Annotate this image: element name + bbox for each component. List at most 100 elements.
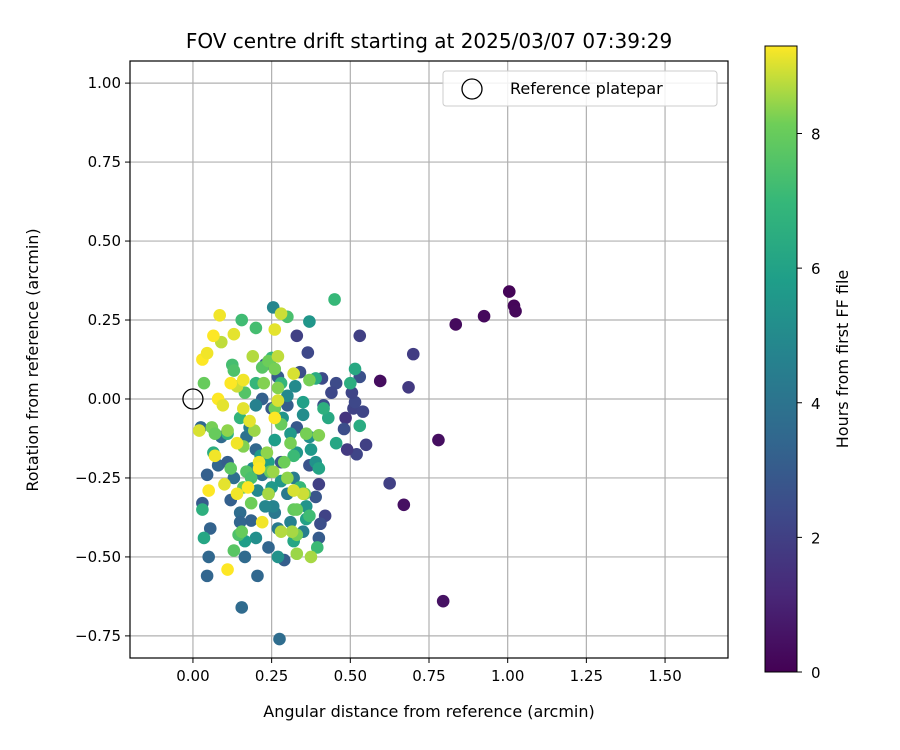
colorbar-tick-label: 8 bbox=[811, 126, 821, 144]
x-axis-label: Angular distance from reference (arcmin) bbox=[263, 702, 594, 721]
data-point bbox=[281, 471, 294, 485]
data-point bbox=[227, 364, 241, 377]
data-point bbox=[237, 373, 250, 387]
grid-lines bbox=[130, 61, 728, 658]
data-point bbox=[244, 514, 258, 527]
data-point bbox=[227, 327, 241, 341]
data-point bbox=[287, 449, 300, 463]
y-tick-label: 0.25 bbox=[88, 311, 121, 329]
data-point bbox=[200, 346, 214, 360]
data-point bbox=[303, 509, 316, 523]
x-tick-label: 1.25 bbox=[570, 667, 603, 685]
chart-title: FOV centre drift starting at 2025/03/07 … bbox=[186, 29, 672, 53]
data-point bbox=[353, 419, 367, 433]
y-tick-label: −0.50 bbox=[75, 548, 121, 566]
data-point bbox=[281, 399, 294, 412]
legend-label: Reference platepar bbox=[510, 79, 663, 98]
data-point bbox=[340, 443, 354, 456]
data-point bbox=[208, 427, 222, 441]
x-tick-label: 0.75 bbox=[412, 667, 445, 685]
colorbar-tick-label: 2 bbox=[811, 529, 821, 547]
data-point bbox=[284, 436, 297, 450]
data-point bbox=[287, 484, 300, 497]
data-point bbox=[345, 386, 359, 399]
data-point bbox=[208, 449, 222, 463]
data-point bbox=[281, 389, 294, 403]
x-tick-label: 0.00 bbox=[176, 667, 209, 685]
data-point bbox=[213, 308, 226, 322]
data-point bbox=[243, 414, 256, 428]
y-tick-label: −0.25 bbox=[75, 469, 121, 487]
data-point bbox=[312, 477, 326, 491]
colorbar-label: Hours from first FF file bbox=[833, 270, 852, 449]
data-point bbox=[312, 531, 326, 545]
data-point bbox=[251, 569, 264, 583]
data-point bbox=[312, 462, 326, 475]
data-point bbox=[238, 550, 252, 564]
data-point bbox=[290, 547, 304, 561]
data-point bbox=[203, 522, 217, 535]
data-point bbox=[235, 601, 249, 614]
data-point bbox=[402, 380, 415, 394]
reference-point-marker bbox=[182, 388, 204, 410]
data-point bbox=[329, 376, 343, 390]
data-point bbox=[271, 350, 285, 363]
data-point bbox=[207, 329, 220, 343]
colorbar-tick-label: 6 bbox=[811, 260, 821, 278]
data-point bbox=[262, 541, 275, 554]
legend-marker-icon bbox=[461, 78, 483, 100]
data-point bbox=[257, 376, 271, 390]
data-point bbox=[359, 438, 373, 452]
x-tick-label: 1.50 bbox=[648, 667, 681, 685]
data-point bbox=[249, 531, 263, 545]
data-point bbox=[284, 515, 297, 529]
data-point bbox=[353, 329, 367, 343]
data-point bbox=[218, 477, 231, 491]
data-point bbox=[383, 477, 396, 490]
data-point bbox=[477, 309, 491, 323]
data-point bbox=[249, 321, 263, 335]
data-point bbox=[197, 531, 211, 545]
data-point bbox=[290, 503, 304, 516]
data-point bbox=[288, 380, 302, 393]
y-axis-ticks: −0.75 −0.50 −0.25 0.00 0.25 0.50 0.75 1.00 bbox=[75, 74, 130, 645]
data-point bbox=[274, 307, 288, 320]
data-point bbox=[271, 381, 285, 395]
data-point bbox=[329, 436, 343, 450]
y-axis-label: Rotation from reference (arcmin) bbox=[23, 228, 42, 491]
data-point bbox=[200, 569, 214, 583]
colorbar-gradient bbox=[764, 45, 798, 673]
data-point bbox=[273, 632, 286, 646]
data-point bbox=[328, 293, 341, 306]
y-tick-label: 0.75 bbox=[88, 153, 121, 171]
data-point bbox=[227, 471, 241, 485]
x-tick-label: 1.00 bbox=[491, 667, 524, 685]
data-point bbox=[268, 411, 282, 425]
data-point bbox=[221, 563, 234, 576]
data-point bbox=[200, 468, 214, 482]
data-point bbox=[266, 465, 280, 478]
x-tick-label: 0.50 bbox=[334, 667, 367, 685]
data-point bbox=[248, 424, 261, 437]
data-point bbox=[296, 408, 310, 422]
data-point bbox=[314, 517, 327, 531]
colorbar-tick-label: 4 bbox=[811, 395, 821, 413]
data-point bbox=[202, 484, 215, 497]
data-point bbox=[436, 594, 450, 608]
data-point bbox=[303, 315, 316, 328]
data-point bbox=[449, 318, 463, 331]
data-point bbox=[233, 515, 247, 529]
data-point bbox=[406, 347, 420, 361]
y-tick-label: −0.75 bbox=[75, 627, 121, 645]
data-point bbox=[259, 500, 272, 513]
data-point bbox=[348, 362, 362, 376]
data-point bbox=[325, 386, 338, 399]
data-point bbox=[246, 350, 260, 363]
data-point bbox=[397, 498, 411, 512]
data-point bbox=[244, 471, 258, 485]
data-point bbox=[301, 346, 315, 359]
x-tick-label: 0.25 bbox=[255, 667, 288, 685]
colorbar: 0 2 4 6 8 Hours from first FF file bbox=[764, 45, 852, 682]
